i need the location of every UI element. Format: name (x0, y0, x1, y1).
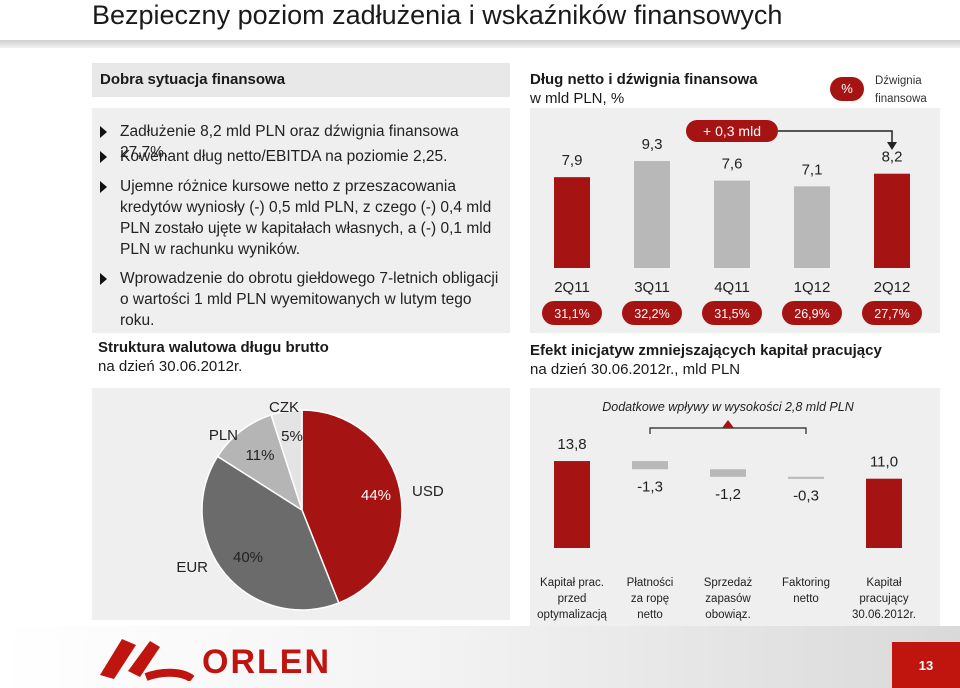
leverage-value-label: 31,5% (714, 307, 749, 321)
pie-slice (270, 409, 303, 511)
orlen-eagle-icon (100, 639, 195, 681)
leverage-pill (782, 301, 842, 325)
pie-slice (201, 455, 340, 611)
bullet-item: Zadłużenie 8,2 mld PLN oraz dźwignia fin… (100, 121, 510, 163)
wc-category-label: Faktoring netto (782, 577, 830, 605)
pie-category-label: USD (412, 483, 444, 500)
currency-chart-heading: Struktura walutowa długu brutto na dzień … (98, 339, 329, 375)
debt-value-label: 7,9 (562, 152, 583, 169)
debt-category-label: 4Q11 (714, 279, 750, 296)
leverage-pill (862, 301, 922, 325)
wc-category-label: Kapitał pracujący 30.06.2012r. (852, 577, 916, 621)
pie-category-label: EUR (176, 559, 208, 576)
financial-situation-header-bar (92, 63, 510, 97)
debt-chart: 7,9 2Q11 31,1% 9,3 3Q11 32,2% 7,6 4Q11 31,5% 7,1 1… (530, 108, 940, 333)
annotation-pill (686, 120, 778, 142)
wc-category-label: Kapitał prac. przed optymalizacją (537, 577, 607, 621)
wc-category-label: Sprzedaż zapasów obowiąz. (704, 577, 753, 621)
wc-bar (632, 461, 668, 470)
debt-bar (874, 173, 910, 268)
annotation-connector (778, 130, 893, 146)
debt-bar (554, 177, 590, 268)
orlen-wordmark: ORLEN (202, 643, 331, 681)
leverage-value-label: 26,9% (794, 307, 829, 321)
debt-chart-heading: Dług netto i dźwignia finansowa w mld PLN… (530, 71, 758, 107)
pie-value-label: 11% (246, 447, 275, 464)
pie-category-label: PLN (209, 427, 238, 444)
orlen-logo: ORLEN (100, 639, 331, 681)
debt-value-label: 7,1 (802, 161, 823, 178)
annotation-arrowhead-icon (887, 142, 897, 150)
bullet-arrow-icon (100, 151, 107, 163)
leverage-value-label: 31,1% (554, 307, 589, 321)
pie-value-label: 40% (233, 549, 263, 566)
leverage-pill (622, 301, 682, 325)
wc-value-label: 13,8 (557, 436, 586, 453)
wc-value-label: -0,3 (793, 488, 819, 505)
pie-slice (216, 413, 304, 512)
leverage-pill (702, 301, 762, 325)
wc-value-label: -1,3 (637, 478, 663, 495)
wc-bar (710, 469, 746, 477)
page-number: 13 (892, 642, 960, 688)
bullet-item: Ujemne różnice kursowe netto z przeszaco… (100, 176, 510, 260)
leverage-legend-label: Dźwignia finansowa (875, 75, 927, 105)
leverage-value-label: 27,7% (874, 307, 909, 321)
debt-value-label: 8,2 (882, 149, 903, 166)
wc-annotation-arrow-icon (722, 420, 734, 428)
bullet-item: Kowenant dług netto/EBITDA na poziomie 2… (100, 146, 510, 167)
page-title: Bezpieczny poziom zadłużenia i wskaźnikó… (92, 0, 783, 30)
wc-bar (554, 461, 590, 548)
leverage-pill (542, 301, 602, 325)
debt-category-label: 2Q12 (874, 279, 911, 296)
debt-category-label: 2Q11 (554, 279, 590, 296)
bullet-arrow-icon (100, 181, 107, 193)
bullet-arrow-icon (100, 273, 107, 285)
wc-waterfall-chart: 13,8 Kapitał prac. przed optymalizacją -1,3 P… (530, 388, 940, 626)
bullet-item: Wprowadzenie do obrotu giełdowego 7-letn… (100, 268, 510, 331)
pie-value-label: 44% (361, 487, 391, 504)
bullet-arrow-icon (100, 126, 107, 138)
pie-category-label: CZK (269, 399, 299, 416)
debt-bar (794, 186, 830, 268)
financial-situation-body (92, 108, 510, 333)
footer-band (0, 626, 960, 688)
wc-bar (788, 476, 824, 479)
wc-value-label: 11,0 (870, 454, 898, 471)
wc-annotation-text: Dodatkowe wpływy w wysokości 2,8 mld PLN (602, 400, 854, 414)
title-divider (0, 40, 960, 48)
financial-situation-heading: Dobra sytuacja finansowa (100, 71, 286, 88)
leverage-legend-marker (830, 77, 864, 101)
wc-value-label: -1,2 (715, 486, 741, 503)
annotation-text: + 0,3 mld (703, 123, 761, 139)
pie-value-label: 5% (281, 428, 303, 445)
pie-slice (301, 409, 403, 604)
wc-bar (866, 478, 902, 548)
debt-bar (634, 161, 670, 268)
wc-category-label: Płatności za ropę netto (627, 577, 674, 621)
leverage-legend-pct: % (841, 81, 853, 96)
currency-pie-chart: 44% USD 40% EUR 11% PLN 5% CZK (92, 388, 510, 620)
leverage-value-label: 32,2% (634, 307, 669, 321)
debt-value-label: 9,3 (642, 136, 663, 153)
debt-category-label: 3Q11 (634, 279, 670, 296)
debt-category-label: 1Q12 (794, 279, 831, 296)
wc-chart-heading: Efekt inicjatyw zmniejszających kapitał … (530, 342, 882, 378)
debt-bar (714, 180, 750, 268)
debt-value-label: 7,6 (722, 156, 743, 173)
